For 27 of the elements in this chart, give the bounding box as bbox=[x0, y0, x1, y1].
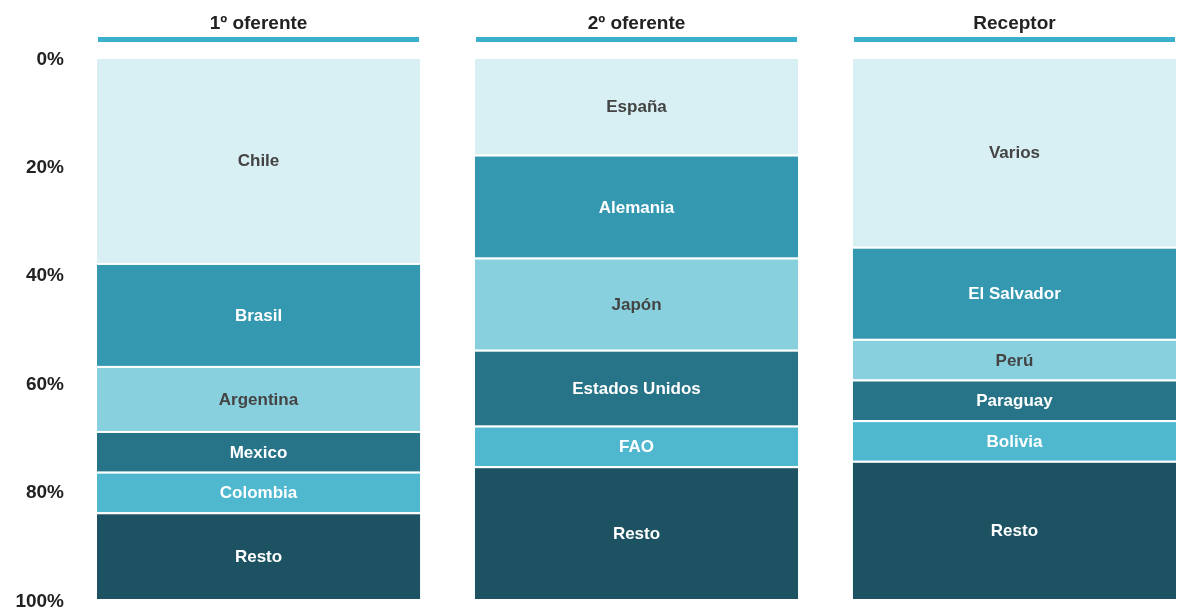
data-label: Colombia bbox=[219, 483, 298, 503]
data-label: El Salvador bbox=[968, 284, 1062, 304]
data-label: Varios bbox=[988, 143, 1040, 163]
x-tick-label: 2º oferente bbox=[587, 11, 686, 33]
y-tick-label: 0% bbox=[36, 47, 65, 69]
data-label: Japón bbox=[611, 295, 662, 315]
data-label: Bolivia bbox=[986, 431, 1043, 451]
data-label: España bbox=[606, 97, 668, 117]
y-tick-label: 40% bbox=[25, 264, 65, 286]
data-label: Chile bbox=[237, 151, 280, 171]
y-tick-label: 60% bbox=[25, 372, 65, 394]
data-label: Alemania bbox=[598, 197, 675, 217]
data-label: Argentina bbox=[218, 389, 299, 409]
data-label: Resto bbox=[612, 524, 661, 544]
data-label: FAO bbox=[619, 437, 654, 457]
data-label: Paraguay bbox=[976, 391, 1054, 411]
x-tick-label: Receptor bbox=[973, 11, 1057, 33]
data-label: Resto bbox=[234, 547, 283, 567]
data-label: Estados Unidos bbox=[572, 379, 701, 399]
y-tick-label: 20% bbox=[25, 155, 65, 177]
data-label: Resto bbox=[990, 521, 1039, 541]
x-tick-label: 1º oferente bbox=[209, 11, 308, 33]
y-tick-label: 80% bbox=[25, 481, 65, 503]
data-label: Brasil bbox=[234, 305, 283, 325]
y-tick-label: 100% bbox=[15, 589, 65, 611]
data-label: Perú bbox=[995, 350, 1034, 370]
data-label: Mexico bbox=[229, 442, 288, 462]
